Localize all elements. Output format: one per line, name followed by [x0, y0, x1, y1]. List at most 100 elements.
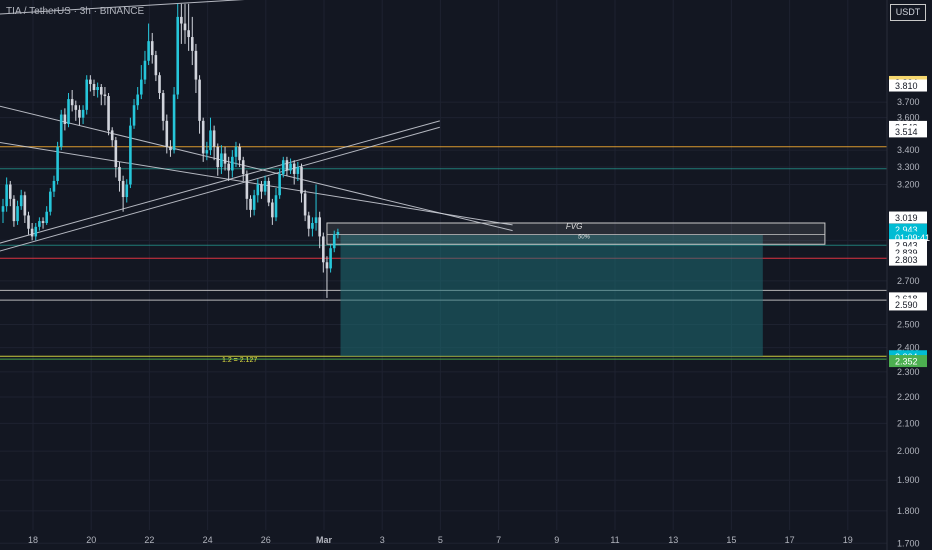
candle-body — [99, 87, 103, 95]
y-tick-label: 2.200 — [897, 392, 920, 402]
y-tick-label: 2.000 — [897, 446, 920, 456]
candle-body — [314, 217, 318, 223]
candle-body — [271, 202, 274, 218]
price-axis[interactable]: 3.7003.6003.4003.3003.2002.9002.7002.500… — [886, 0, 930, 550]
time-axis[interactable]: 18 20 22 24 26 Mar 3 5 7 9 11 13 15 17 19 — [28, 535, 853, 545]
trend-line[interactable] — [0, 126, 440, 252]
candle-body — [150, 41, 154, 56]
candle-body — [45, 211, 48, 223]
x-tick-label: 11 — [610, 535, 619, 545]
candle-body — [89, 79, 92, 85]
candle-body — [136, 94, 139, 106]
candle-body — [121, 180, 125, 198]
candle-body — [41, 221, 45, 223]
y-tick-label: 2.300 — [897, 367, 920, 377]
candle-body — [307, 215, 311, 229]
candle-body — [74, 105, 78, 110]
x-tick-label: 20 — [86, 535, 96, 545]
candle-body — [172, 94, 176, 151]
candle-body — [332, 234, 336, 249]
price-axis-label: 2.352 — [895, 357, 918, 367]
candle-body — [38, 221, 41, 227]
x-tick-label: 17 — [785, 535, 795, 545]
x-tick-label: 18 — [28, 535, 38, 545]
candle-body — [96, 87, 99, 91]
candle-body — [278, 173, 281, 196]
candle-body — [154, 55, 158, 76]
candle-body — [114, 140, 118, 168]
quote-currency-button[interactable]: USDT — [890, 4, 926, 21]
candle-body — [311, 222, 314, 229]
candle-body — [56, 146, 59, 181]
candle-body — [216, 146, 220, 168]
y-tick-label: 2.400 — [897, 343, 920, 353]
candle-body — [329, 248, 332, 269]
price-axis-label: 3.514 — [895, 127, 918, 137]
candle-body — [249, 198, 252, 210]
candle-body — [143, 60, 147, 80]
candle-body — [49, 191, 52, 212]
candle-body — [103, 94, 107, 97]
price-axis-label: 01:09:41 — [895, 233, 930, 243]
candle-body — [289, 163, 292, 171]
candle-body — [209, 130, 212, 151]
trend-line[interactable] — [0, 0, 258, 15]
price-axis-label: 2.590 — [895, 300, 918, 310]
y-tick-label: 3.200 — [897, 179, 920, 189]
price-axis-label-bg — [889, 253, 927, 266]
candle-body — [274, 195, 278, 218]
candle-body — [227, 163, 230, 171]
x-tick-label: 7 — [496, 535, 501, 545]
candle-body — [67, 99, 70, 125]
y-tick-label: 3.400 — [897, 145, 920, 155]
candle-body — [140, 79, 143, 95]
price-axis-label-bg — [889, 125, 927, 138]
candle-body — [190, 37, 194, 51]
trend-line[interactable] — [0, 120, 440, 244]
candle-body — [63, 114, 67, 125]
x-tick-label: Mar — [316, 535, 333, 545]
candle-body — [147, 41, 150, 61]
candle-body — [8, 184, 12, 199]
fvg-label: FVG — [566, 222, 582, 231]
candle-body — [187, 30, 190, 38]
price-axis-label: 2.803 — [895, 255, 918, 265]
candle-body — [132, 105, 136, 126]
candle-body — [285, 160, 289, 171]
x-tick-label: 26 — [261, 535, 271, 545]
candle-body — [205, 150, 209, 154]
x-tick-label: 5 — [438, 535, 443, 545]
y-tick-label: 3.300 — [897, 162, 920, 172]
candle-body — [223, 153, 227, 164]
candle-body — [300, 167, 303, 194]
candle-body — [201, 120, 205, 154]
candle-body — [198, 79, 201, 121]
y-tick-label: 1.700 — [897, 538, 920, 548]
x-tick-label: 9 — [554, 535, 559, 545]
price-axis-label: 2.943 — [895, 241, 918, 251]
fvg-box[interactable] — [326, 222, 826, 245]
candle-body — [231, 156, 234, 171]
candle-body — [212, 130, 216, 147]
candle-body — [238, 146, 241, 161]
trend-line[interactable] — [0, 105, 513, 232]
trend-line[interactable] — [0, 142, 513, 226]
candle-body — [263, 180, 267, 192]
candle-body — [125, 184, 129, 198]
candle-body — [81, 109, 85, 118]
grid — [0, 0, 887, 544]
candle-body — [220, 153, 223, 168]
price-axis-label-bg — [889, 79, 927, 92]
candle-body — [27, 215, 30, 229]
candle-body — [107, 96, 110, 131]
candle-body — [59, 114, 63, 147]
trend-lines[interactable] — [0, 0, 513, 252]
target-zone[interactable] — [340, 234, 763, 357]
annotations: FVG 50% 1.2 = 2.127 — [222, 222, 591, 364]
candle-body — [85, 79, 89, 110]
candle-body — [281, 160, 285, 174]
candle-body — [252, 195, 256, 210]
candle-body — [234, 146, 238, 157]
price-axis-label: 2.943 — [895, 225, 918, 235]
